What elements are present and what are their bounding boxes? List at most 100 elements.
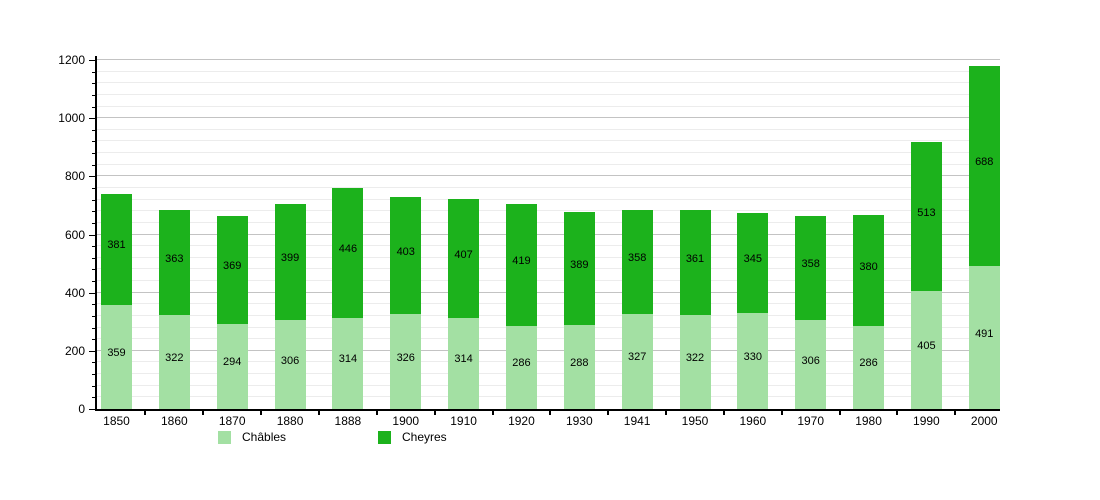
segment-cheyres-1950: 361 xyxy=(679,210,711,316)
bar-group-1960: 330 345 xyxy=(737,60,769,409)
x-boundary-tick xyxy=(491,411,494,415)
segment-cheyres-1850: 381 xyxy=(101,193,132,305)
value-label: 322 xyxy=(165,352,184,365)
value-label: 306 xyxy=(801,354,820,367)
segment-chbles-1880: 306 xyxy=(274,320,306,409)
gridline-minor xyxy=(97,82,1000,84)
segment-cheyres-1990: 513 xyxy=(910,142,942,292)
y-minor-tick xyxy=(92,211,95,213)
segment-chbles-1910: 314 xyxy=(448,317,480,409)
x-tick-label-1910: 1910 xyxy=(450,414,477,428)
legend-swatch-chables xyxy=(218,430,231,444)
segment-cheyres-1930: 389 xyxy=(563,212,595,326)
y-major-tick xyxy=(89,292,95,294)
legend: Châbles Cheyres xyxy=(0,430,1100,446)
value-label: 327 xyxy=(627,351,647,364)
bar-group-1910: 314 407 xyxy=(448,60,480,409)
y-tick-label-0: 0 xyxy=(78,402,85,416)
x-boundary-tick xyxy=(317,411,320,415)
x-boundary-tick xyxy=(549,411,552,415)
value-label: 419 xyxy=(512,254,531,267)
segment-chbles-1860: 322 xyxy=(158,315,190,409)
y-minor-tick xyxy=(92,327,95,329)
segment-cheyres-1870: 369 xyxy=(216,216,248,324)
value-label: 359 xyxy=(107,346,126,359)
value-label: 369 xyxy=(223,259,242,272)
y-minor-tick xyxy=(92,304,95,306)
value-label: 491 xyxy=(975,327,994,340)
value-label: 363 xyxy=(165,252,184,265)
legend-item-cheyres: Cheyres xyxy=(378,430,447,444)
segment-chbles-1930: 288 xyxy=(563,325,595,409)
gridline-minor xyxy=(97,128,1000,130)
segment-cheyres-1920: 419 xyxy=(505,203,537,326)
value-label: 322 xyxy=(685,352,705,365)
bar-group-1990: 405 513 xyxy=(910,60,942,409)
x-tick-label-2000: 2000 xyxy=(970,414,998,428)
gridline-minor xyxy=(97,326,1000,328)
value-label: 446 xyxy=(338,242,358,255)
x-boundary-tick xyxy=(375,411,378,415)
segment-chbles-1941: 327 xyxy=(621,313,653,409)
x-boundary-tick xyxy=(260,411,263,415)
y-minor-tick xyxy=(92,281,95,283)
gridline-major xyxy=(97,233,1000,235)
y-minor-tick xyxy=(92,187,95,189)
x-tick-label-1970: 1970 xyxy=(797,414,825,428)
segment-chbles-1888: 314 xyxy=(332,317,364,409)
bar-group-1860: 322 363 xyxy=(158,60,190,409)
bar-group-1888: 314 446 xyxy=(332,60,364,409)
gridline-major xyxy=(97,59,1000,60)
bar-group-1950: 322 361 xyxy=(679,60,711,409)
y-minor-tick xyxy=(92,269,95,271)
segment-cheyres-1910: 407 xyxy=(448,199,480,318)
bar-group-2000: 491 688 xyxy=(968,60,1000,409)
value-label: 358 xyxy=(801,257,820,270)
y-minor-tick xyxy=(92,397,95,399)
y-minor-tick xyxy=(92,339,95,341)
segment-cheyres-1888: 446 xyxy=(332,187,364,318)
y-minor-tick xyxy=(92,257,95,259)
y-major-tick xyxy=(89,409,95,410)
value-label: 688 xyxy=(975,156,994,169)
x-tick-label-1980: 1980 xyxy=(855,414,882,428)
bar-group-1850: 359 381 xyxy=(101,60,132,409)
value-label: 403 xyxy=(396,245,415,258)
value-label: 407 xyxy=(454,248,473,261)
gridline-minor xyxy=(97,186,1000,188)
segment-cheyres-1880: 399 xyxy=(274,203,306,321)
value-label: 294 xyxy=(223,356,242,369)
segment-chbles-1950: 322 xyxy=(679,315,711,409)
x-boundary-tick xyxy=(896,411,899,415)
x-boundary-tick xyxy=(780,411,783,415)
y-minor-tick xyxy=(92,141,95,143)
bar-group-1870: 294 369 xyxy=(216,60,248,409)
value-label: 405 xyxy=(917,340,936,353)
value-label: 286 xyxy=(512,357,531,370)
gridline-minor xyxy=(97,221,1000,223)
y-minor-tick xyxy=(92,199,95,201)
bar-group-1980: 286 380 xyxy=(853,60,885,409)
y-tick-label-800: 800 xyxy=(64,169,85,184)
x-axis-line xyxy=(95,409,1000,411)
bar-group-1880: 306 399 xyxy=(274,60,306,409)
gridline-major xyxy=(97,117,1000,119)
legend-item-chables: Châbles xyxy=(218,430,286,444)
x-tick-label-1941: 1941 xyxy=(623,414,651,428)
gridline-minor xyxy=(97,303,1000,305)
gridline-minor xyxy=(97,163,1000,165)
gridline-minor xyxy=(97,70,1000,72)
gridline-major xyxy=(97,291,1000,293)
x-tick-label-1990: 1990 xyxy=(913,414,940,428)
segment-cheyres-2000: 688 xyxy=(968,66,1000,267)
x-tick-label-1960: 1960 xyxy=(739,414,767,428)
y-tick-label-1200: 1200 xyxy=(58,53,85,67)
value-label: 345 xyxy=(743,252,763,265)
legend-label-chables: Châbles xyxy=(242,430,287,444)
y-major-tick xyxy=(89,60,95,61)
x-tick-label-1888: 1888 xyxy=(334,414,362,428)
gridline-minor xyxy=(97,93,1000,95)
x-tick-label-1900: 1900 xyxy=(392,414,420,428)
segment-cheyres-1980: 380 xyxy=(853,215,885,326)
